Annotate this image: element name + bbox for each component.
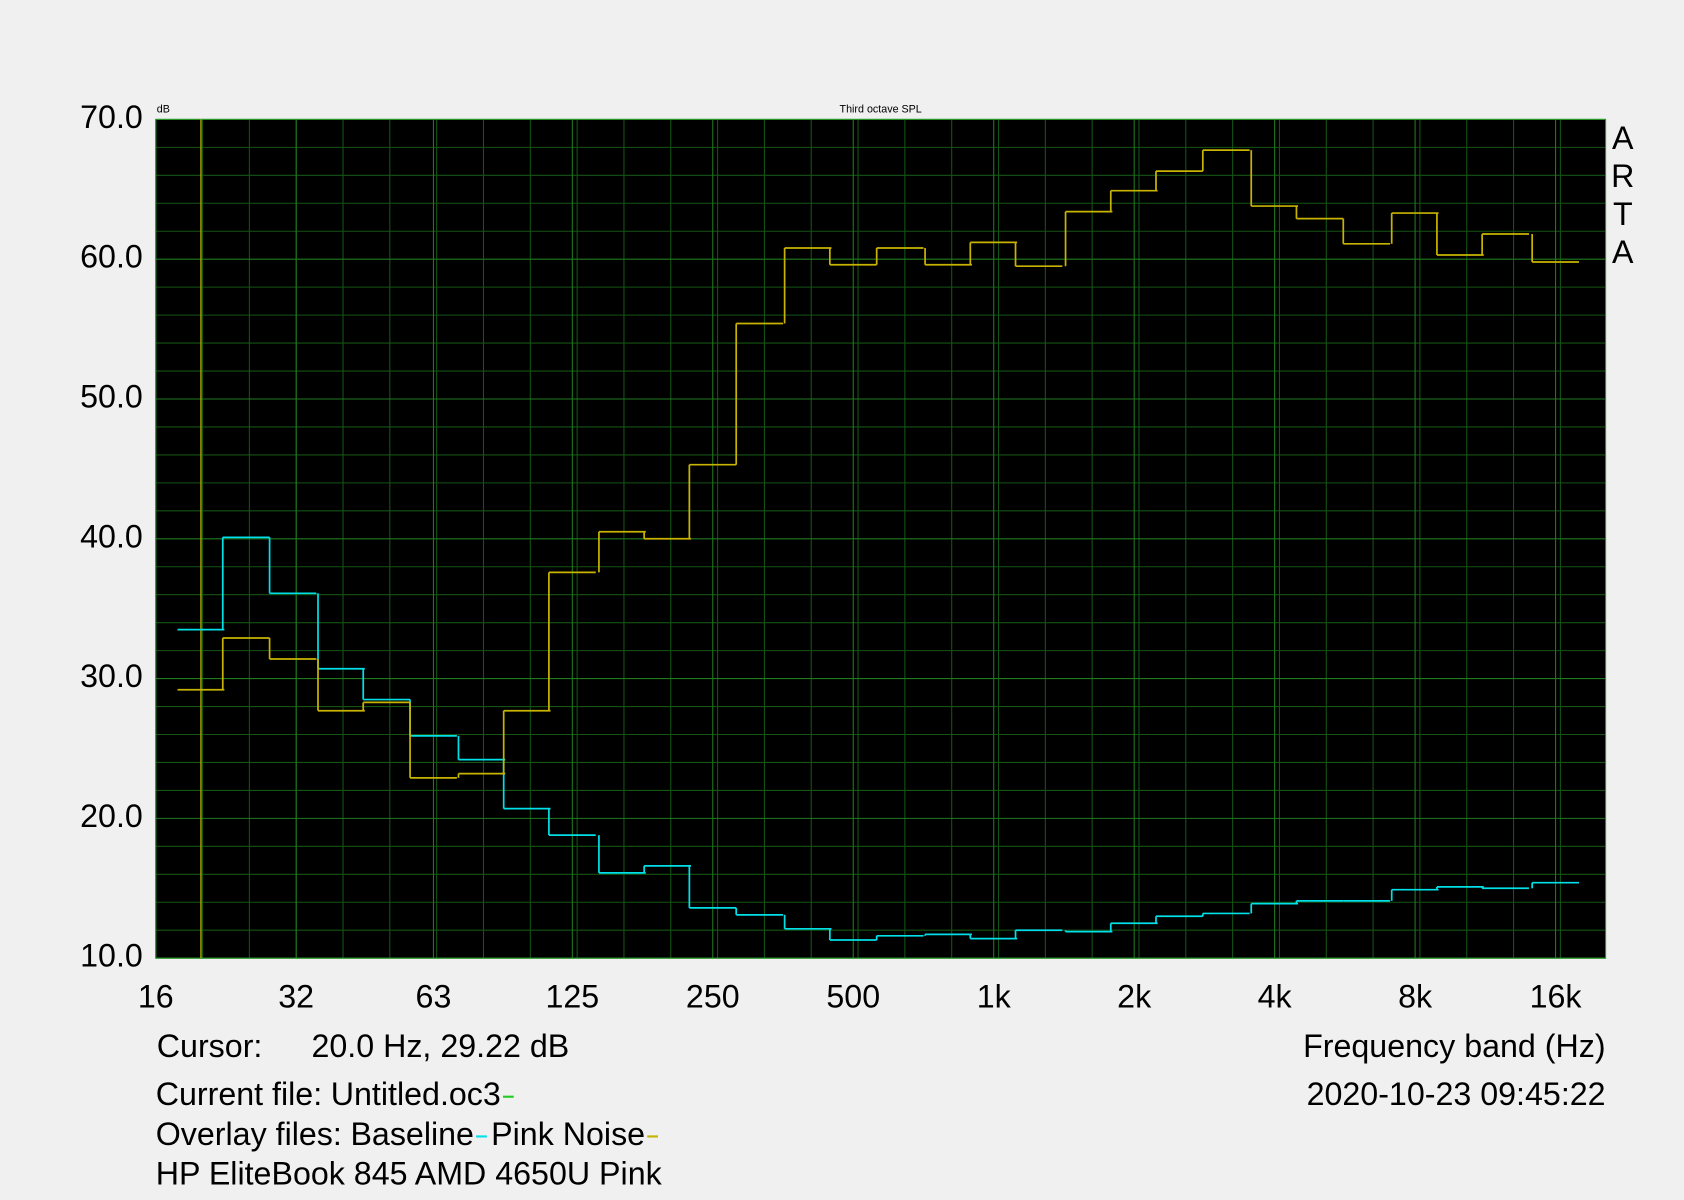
x-tick-label: 16 (138, 978, 174, 1014)
y-tick-label: 70.0 (80, 99, 143, 135)
x-tick-label: 16k (1530, 978, 1583, 1014)
y-tick-label: 10.0 (80, 938, 143, 974)
plot-border (155, 118, 1607, 959)
series (177, 536, 1579, 941)
y-tick-label: 60.0 (80, 239, 143, 275)
y-tick-label: 50.0 (80, 379, 143, 415)
y-unit: dB (157, 104, 170, 116)
x-axis-label: Frequency band (Hz) (1303, 1028, 1606, 1064)
chart-title: Third octave SPL (840, 104, 922, 116)
y-tick-label: 20.0 (80, 798, 143, 834)
timestamp: 2020-10-23 09:45:22 (1307, 1076, 1606, 1112)
cursor-label: Cursor: (157, 1028, 263, 1064)
x-tick-label: 500 (826, 978, 880, 1014)
x-tick-label: 125 (545, 978, 599, 1014)
x-tick-label: 1k (977, 978, 1012, 1014)
legend-label: Pink Noise (491, 1116, 645, 1152)
x-tick-label: 250 (686, 978, 740, 1014)
overlay-label: Overlay files: (156, 1116, 342, 1152)
y-tick-label: 30.0 (80, 658, 143, 694)
series (177, 149, 1579, 779)
x-tick-label: 8k (1398, 978, 1433, 1014)
x-tick-label: 63 (416, 978, 452, 1014)
note: HP EliteBook 845 AMD 4650U Pink (156, 1156, 663, 1192)
current-file-label: Current file: (156, 1076, 322, 1112)
current-file-name: Untitled.oc3 (331, 1076, 501, 1112)
y-tick-label: 40.0 (80, 518, 143, 554)
legend-label: Baseline (350, 1116, 474, 1152)
cursor-value: 20.0 Hz, 29.22 dB (311, 1028, 569, 1064)
x-tick-label: 4k (1258, 978, 1293, 1014)
x-tick-label: 32 (278, 978, 314, 1014)
x-tick-label: 2k (1117, 978, 1152, 1014)
